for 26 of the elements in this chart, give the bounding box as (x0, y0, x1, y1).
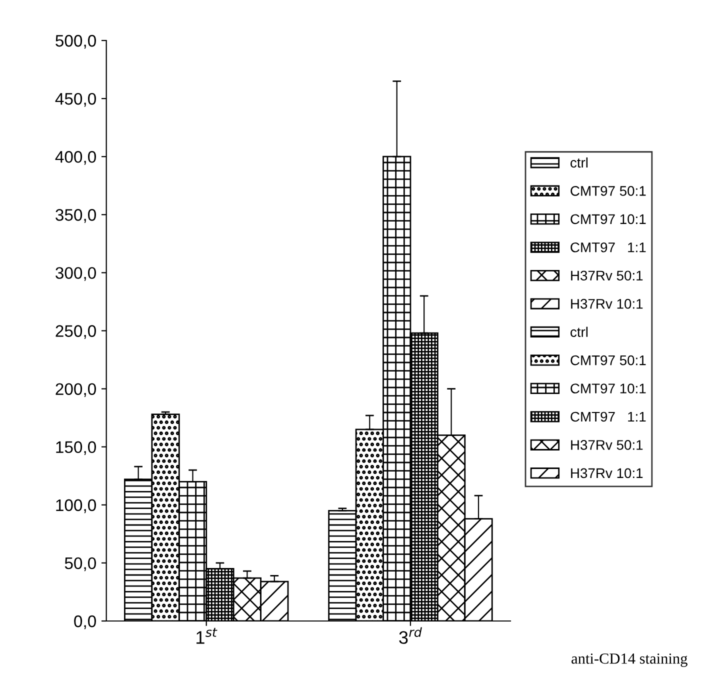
legend-label: CMT97 1:1 (570, 412, 646, 422)
y-tick-label: 50,0 (64, 557, 96, 572)
y-tick-label: 150,0 (56, 441, 96, 456)
y-tick-label: 500,0 (56, 34, 96, 49)
y-tick-label: 300,0 (56, 267, 96, 281)
legend-label: H37Rv 10:1 (571, 298, 643, 309)
legend-label: CMT97 10:1 (570, 214, 646, 224)
legend-label: H37Rv 50:1 (571, 440, 643, 450)
legend-label: ctrl (570, 157, 588, 168)
text: anti-CD14 staining (572, 653, 688, 667)
y-tick-label: 200,0 (56, 383, 96, 397)
legend-label: H37Rv 10:1 (571, 468, 643, 478)
y-tick-label: 400,0 (55, 151, 96, 165)
legend-label: CMT97 50:1 (570, 186, 646, 196)
y-tick-label: 250,0 (56, 325, 96, 339)
legend-label: ctrl (570, 326, 588, 337)
y-tick-label: 100,0 (56, 499, 96, 514)
x-tick-label: 3$^{rd}$ (399, 627, 422, 644)
legend-label: H37Rv 50:1 (571, 270, 643, 281)
y-tick-label: 350,0 (56, 209, 96, 223)
legend-label: CMT97 1:1 (570, 242, 646, 252)
legend-label: CMT97 10:1 (570, 384, 646, 394)
y-tick-label: 450,0 (55, 92, 96, 107)
x-tick-label: 1$^{st}$ (196, 628, 218, 644)
legend-label: CMT97 50:1 (570, 355, 646, 366)
y-tick-label: 0,0 (74, 615, 96, 630)
